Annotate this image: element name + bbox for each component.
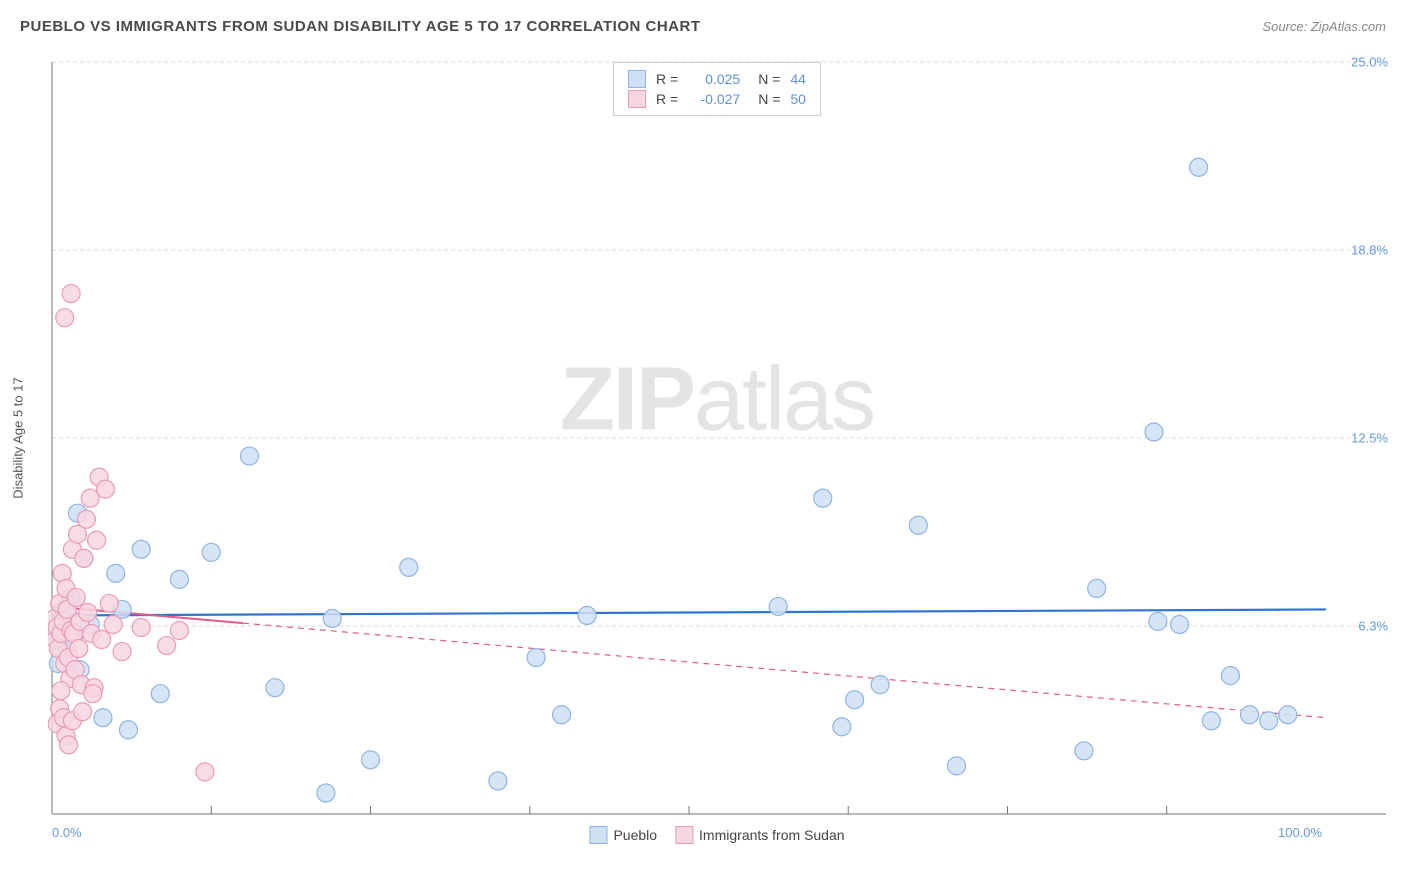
stat-n-value: 50: [790, 91, 806, 107]
legend-swatch: [628, 70, 646, 88]
stat-n-label: N =: [758, 71, 780, 87]
legend-swatch: [628, 90, 646, 108]
stats-row: R = 0.025 N = 44: [628, 69, 806, 89]
stat-r-value: 0.025: [688, 71, 740, 87]
plot-area: Disability Age 5 to 17 ZIPatlas R =0.025…: [48, 58, 1386, 818]
y-tick-label: 12.5%: [1351, 431, 1388, 446]
y-tick-label: 6.3%: [1358, 619, 1388, 634]
stat-r-label: R =: [656, 91, 678, 107]
y-tick-label: 25.0%: [1351, 55, 1388, 70]
series-legend-item: Pueblo: [589, 826, 657, 844]
y-tick-label: 18.8%: [1351, 243, 1388, 258]
scatter-chart: [48, 58, 1386, 818]
stat-r-label: R =: [656, 71, 678, 87]
legend-swatch: [589, 826, 607, 844]
x-tick-label: 0.0%: [52, 825, 82, 840]
legend-swatch: [675, 826, 693, 844]
stat-r-value: -0.027: [688, 91, 740, 107]
chart-title: PUEBLO VS IMMIGRANTS FROM SUDAN DISABILI…: [20, 18, 700, 35]
source-label: Source: ZipAtlas.com: [1262, 19, 1386, 34]
stat-n-value: 44: [790, 71, 806, 87]
series-legend: Pueblo Immigrants from Sudan: [589, 826, 844, 844]
series-name: Pueblo: [613, 827, 657, 843]
stats-row: R = -0.027 N = 50: [628, 89, 806, 109]
x-tick-label: 100.0%: [1278, 825, 1322, 840]
stats-legend: R = 0.025 N = 44 R = -0.027 N = 50: [613, 62, 821, 116]
stat-n-label: N =: [758, 91, 780, 107]
series-legend-item: Immigrants from Sudan: [675, 826, 845, 844]
y-axis-label: Disability Age 5 to 17: [11, 377, 26, 498]
series-name: Immigrants from Sudan: [699, 827, 845, 843]
